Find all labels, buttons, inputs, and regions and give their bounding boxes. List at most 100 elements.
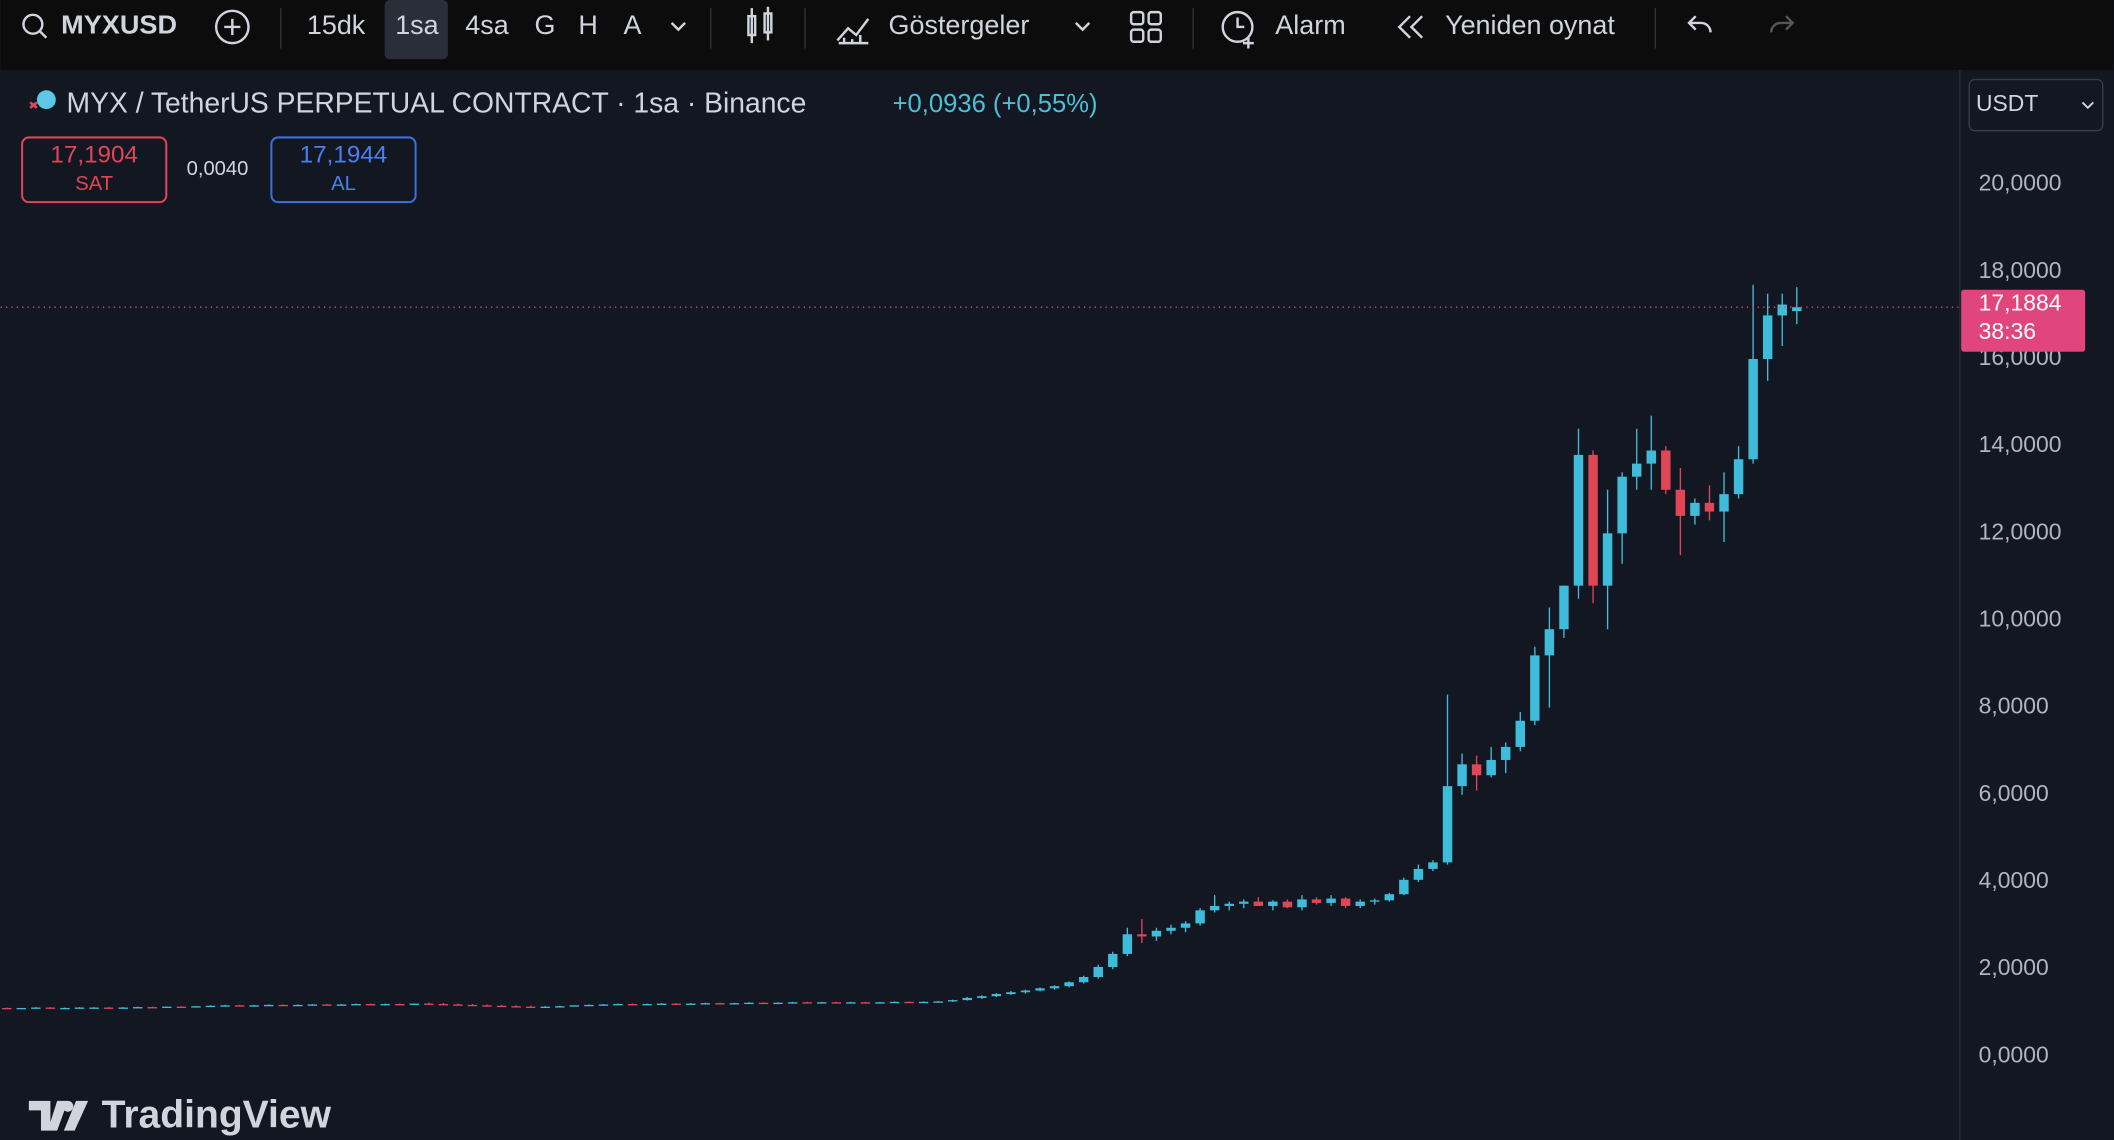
- candle-body: [1093, 966, 1103, 978]
- indicators-button[interactable]: Göstergeler: [836, 10, 1030, 45]
- indicators-label: Göstergeler: [889, 10, 1030, 40]
- candle-body: [1108, 953, 1118, 967]
- interval-menu[interactable]: [670, 22, 686, 32]
- candle-body: [394, 1004, 405, 1006]
- legend-title: MYX / TetherUS PERPETUAL CONTRACT · 1sa …: [67, 87, 807, 119]
- candle-body: [656, 1003, 667, 1005]
- active-interval: [384, 0, 448, 60]
- layouts[interactable]: [1129, 10, 1162, 43]
- candle-body: [351, 1004, 361, 1006]
- candle-body: [191, 1006, 201, 1008]
- candle-body: [918, 1001, 929, 1004]
- candle-body: [817, 1002, 827, 1004]
- candle-body: [889, 1001, 900, 1004]
- candle-body: [1355, 901, 1365, 906]
- candle-body: [31, 1007, 41, 1009]
- replay-button[interactable]: Yeniden oynat: [1397, 10, 1615, 40]
- y-tick-label: 14,0000: [1979, 431, 2062, 457]
- candle-body: [1006, 992, 1016, 995]
- interval-button[interactable]: G: [534, 10, 555, 40]
- candle-body: [103, 1007, 114, 1009]
- candle-body: [293, 1004, 303, 1007]
- candle-body: [1049, 986, 1060, 989]
- candle-body: [933, 1001, 943, 1003]
- interval-button[interactable]: A: [624, 10, 642, 40]
- symbol-logo: [29, 90, 56, 110]
- candle-body: [1370, 900, 1380, 902]
- alarm-button[interactable]: Alarm: [1221, 10, 1346, 49]
- candle-body: [1777, 304, 1787, 316]
- y-tick-label: 6,0000: [1979, 780, 2049, 806]
- currency-select[interactable]: USDT: [1968, 78, 2104, 132]
- countdown: 38:36: [1979, 318, 2036, 344]
- interval-button[interactable]: 1sa: [395, 10, 438, 40]
- redo[interactable]: [1769, 15, 1795, 33]
- candle-body: [1209, 905, 1220, 911]
- y-tick-label: 8,0000: [1979, 693, 2049, 719]
- buy-label: AL: [331, 173, 356, 195]
- undo[interactable]: [1687, 15, 1712, 33]
- candle-body: [1544, 629, 1555, 656]
- chart-type[interactable]: [747, 6, 773, 44]
- toolbar: [0, 0, 2114, 62]
- candle-body: [263, 1004, 274, 1007]
- interval-button[interactable]: 4sa: [465, 10, 508, 40]
- candle-body: [1180, 923, 1191, 928]
- candle-body: [1122, 934, 1133, 954]
- sell-button[interactable]: 17,1904 SAT: [21, 136, 168, 204]
- candle-body: [1020, 990, 1031, 993]
- candle-body: [1559, 585, 1569, 630]
- candle-body: [365, 1004, 376, 1006]
- symbol-search[interactable]: MYXUSD: [22, 12, 177, 40]
- alarm-label: Alarm: [1275, 10, 1345, 40]
- candle-body: [1792, 307, 1802, 312]
- candle-body: [467, 1004, 478, 1007]
- candle-body: [45, 1007, 56, 1009]
- candle-body: [875, 1002, 885, 1004]
- candle-body: [1282, 901, 1293, 908]
- candle-body: [16, 1007, 27, 1010]
- candle-body: [220, 1005, 230, 1007]
- sell-label: SAT: [75, 173, 113, 195]
- candle-body: [482, 1005, 492, 1007]
- interval-button[interactable]: 15dk: [307, 10, 366, 40]
- add-symbol[interactable]: [214, 9, 250, 45]
- interval-button[interactable]: H: [578, 10, 597, 40]
- candle-body: [831, 1002, 841, 1004]
- candle-body: [1137, 934, 1147, 937]
- candle-body: [598, 1004, 609, 1006]
- candle-body: [991, 994, 1002, 997]
- sell-price: 17,1904: [50, 142, 138, 169]
- candle-body: [744, 1002, 754, 1005]
- y-tick-label: 2,0000: [1979, 954, 2049, 980]
- candle-body: [511, 1006, 521, 1008]
- candle-body: [307, 1004, 318, 1006]
- candle-body: [1268, 901, 1278, 906]
- candle-body: [642, 1004, 652, 1006]
- candle-body: [860, 1002, 871, 1004]
- candle-body: [147, 1007, 157, 1009]
- candle-body: [1399, 879, 1409, 895]
- candle-body: [1064, 982, 1074, 987]
- candle-body: [1471, 764, 1482, 776]
- candle-body: [1166, 927, 1176, 931]
- candle-body: [584, 1004, 594, 1007]
- candle-body: [1501, 746, 1511, 760]
- candle-body: [1486, 759, 1496, 776]
- candle-body: [1078, 977, 1089, 983]
- candle-body: [1035, 988, 1045, 991]
- candle-body: [1326, 898, 1336, 903]
- indicators-menu[interactable]: [1075, 22, 1091, 32]
- candle-body: [671, 1003, 681, 1005]
- candle-body: [904, 1001, 914, 1004]
- branding: TradingView: [28, 1093, 332, 1136]
- candle-body: [1617, 476, 1627, 534]
- candle-body: [409, 1003, 419, 1005]
- buy-button[interactable]: 17,1944 AL: [270, 136, 417, 204]
- candle-body: [205, 1005, 216, 1008]
- candle-body: [1311, 899, 1322, 903]
- candle-body: [700, 1003, 711, 1005]
- candle-body: [176, 1006, 187, 1008]
